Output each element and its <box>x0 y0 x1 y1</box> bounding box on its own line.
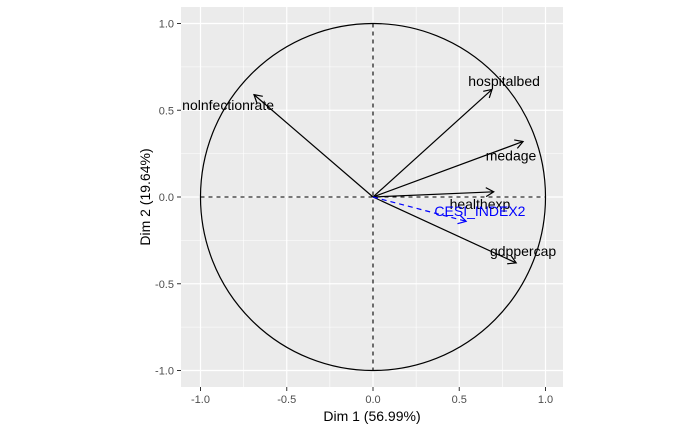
y-tick-label: 0.0 <box>159 192 174 204</box>
label-hospitalbed: hospitalbed <box>468 73 540 89</box>
arrow-shaft <box>372 196 467 222</box>
arrow-shaft <box>372 196 517 264</box>
vector-medage <box>372 139 525 198</box>
y-axis-title: Dim 2 (19.64%) <box>137 148 153 245</box>
arrow-head <box>483 88 493 99</box>
arrow-head <box>507 255 518 265</box>
y-tick-label: -0.5 <box>155 279 174 291</box>
x-axis-title: Dim 1 (56.99%) <box>323 408 420 424</box>
x-tick-label: -1.0 <box>191 394 210 406</box>
arrow-shaft <box>372 88 493 198</box>
label-healthexp: healthexp <box>450 196 511 212</box>
label-medage: medage <box>486 147 537 163</box>
vector-hospitalbed <box>372 88 493 198</box>
vector-gdppercap <box>372 196 518 265</box>
x-tick-label: 0.0 <box>365 394 380 406</box>
label-gdppercap: gdppercap <box>490 243 556 259</box>
label-cesi-index2: CESI_INDEX2 <box>434 203 525 219</box>
label-nolnfectionrate: nolnfectionrate <box>182 97 274 113</box>
arrow-head <box>457 214 468 225</box>
arrow-head <box>485 187 495 198</box>
vector-healthexp <box>372 187 495 198</box>
vector-nolnfectionrate <box>253 93 374 198</box>
arrow-head <box>253 93 263 104</box>
x-tick-label: 1.0 <box>538 394 553 406</box>
y-tick-label: -1.0 <box>155 366 174 378</box>
x-tick-label: 0.5 <box>452 394 467 406</box>
vector-cesi-index2 <box>372 196 468 225</box>
arrow-shaft <box>253 94 374 198</box>
arrow-shaft <box>372 191 494 198</box>
x-tick-label: -0.5 <box>277 394 296 406</box>
y-tick-label: 1.0 <box>159 19 174 31</box>
arrow-shaft <box>372 140 524 198</box>
y-tick-label: 0.5 <box>159 105 174 117</box>
arrow-head <box>514 139 525 149</box>
